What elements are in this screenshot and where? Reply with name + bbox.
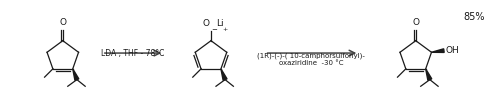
Text: O: O <box>412 18 419 27</box>
Text: (1R)-(-)-( 10-camphorsulfonyl)-: (1R)-(-)-( 10-camphorsulfonyl)- <box>258 52 366 59</box>
Polygon shape <box>72 69 79 80</box>
Polygon shape <box>432 49 444 52</box>
Text: OH: OH <box>446 46 460 55</box>
Text: +: + <box>222 27 228 32</box>
Text: Li: Li <box>216 19 224 28</box>
Text: O: O <box>202 19 209 28</box>
Text: 85%: 85% <box>464 12 485 22</box>
Text: −: − <box>211 27 217 33</box>
Text: oxaziridine  -30 °C: oxaziridine -30 °C <box>279 60 344 66</box>
Text: O: O <box>60 18 66 27</box>
Text: LDA , THF - 78°C: LDA , THF - 78°C <box>102 49 164 58</box>
Polygon shape <box>221 69 227 80</box>
Polygon shape <box>426 69 432 80</box>
